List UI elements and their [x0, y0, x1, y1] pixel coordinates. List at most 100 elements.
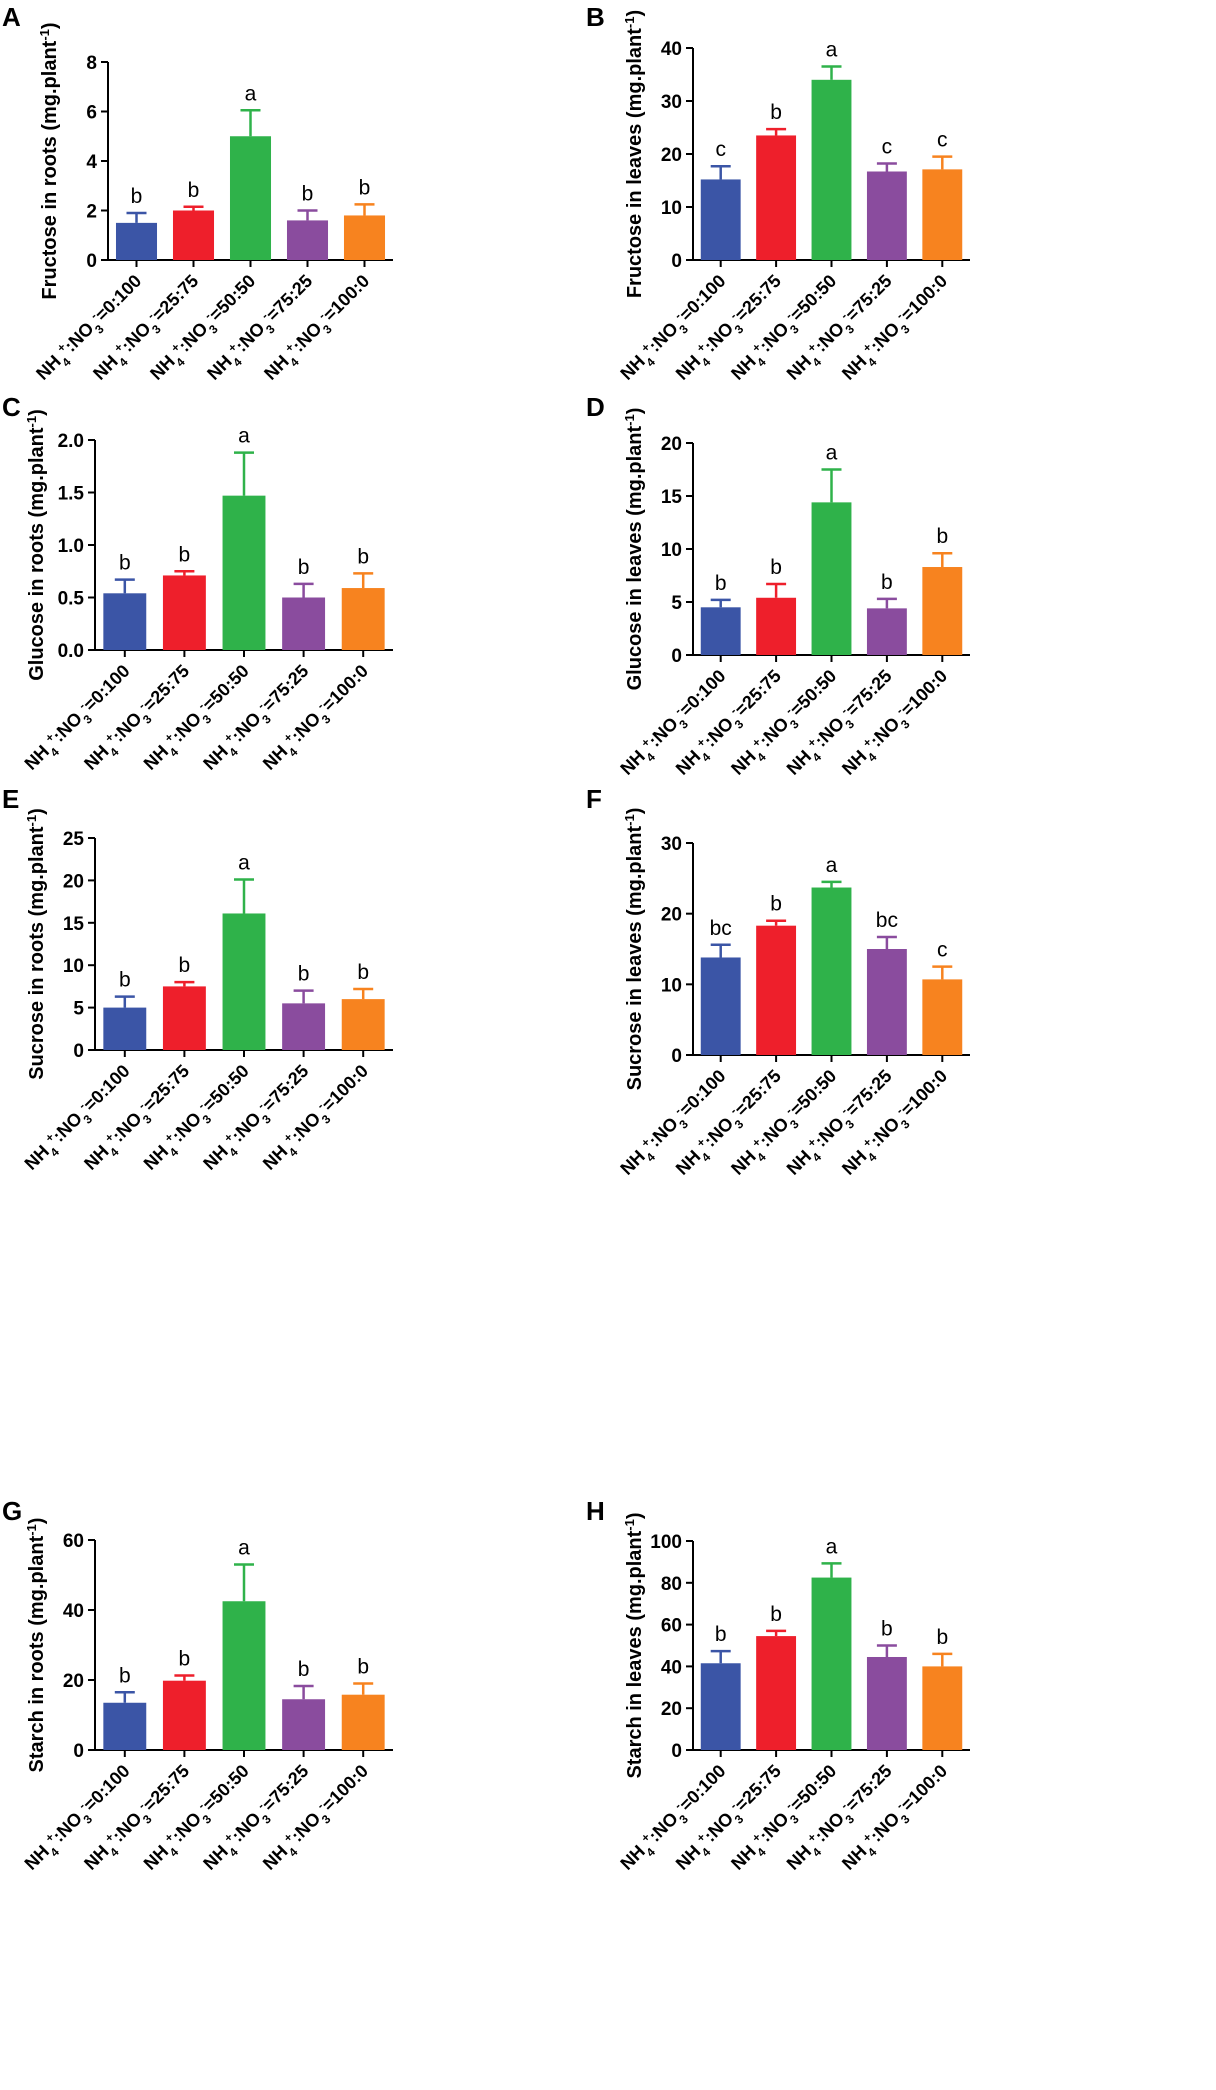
- bar: [866, 171, 907, 260]
- y-tick-label: 10: [661, 198, 682, 219]
- significance-letter: b: [770, 893, 782, 916]
- bar: [811, 502, 852, 655]
- bar: [922, 979, 963, 1055]
- bar: [162, 1680, 206, 1750]
- bar: [282, 1699, 326, 1750]
- x-category-label: NH4+:NO3-=100:0: [837, 269, 956, 388]
- y-tick-label: 30: [661, 92, 682, 113]
- y-tick-label: 2.0: [58, 431, 84, 452]
- y-tick-label: 8: [86, 53, 97, 74]
- significance-letter: b: [770, 556, 782, 579]
- panel-letter: A: [2, 2, 21, 32]
- significance-letter: b: [936, 525, 948, 548]
- bar: [922, 567, 963, 655]
- y-axis-label: Sucrose in leaves (mg.plant-1): [622, 808, 647, 1091]
- y-axis-label: Fructose in leaves (mg.plant-1): [622, 10, 647, 298]
- y-tick-label: 60: [661, 1616, 682, 1637]
- significance-letter: a: [238, 1537, 250, 1560]
- bar: [811, 79, 852, 260]
- significance-letter: b: [119, 552, 131, 575]
- significance-letter: b: [715, 1623, 727, 1646]
- bar: [866, 1656, 907, 1750]
- y-axis-label: Starch in roots (mg.plant-1): [24, 1518, 49, 1773]
- y-tick-label: 20: [661, 145, 682, 166]
- bar: [756, 1636, 797, 1750]
- y-tick-label: 5: [73, 999, 84, 1020]
- panel-letter: C: [2, 392, 21, 422]
- x-category-label: NH4+:NO3-=100:0: [258, 659, 377, 778]
- y-tick-label: 0: [671, 1741, 682, 1762]
- bar: [115, 222, 158, 260]
- bar: [103, 593, 147, 650]
- y-tick-label: 0: [73, 1041, 84, 1062]
- bar: [343, 215, 386, 260]
- bar: [286, 220, 329, 260]
- bar: [172, 210, 215, 260]
- y-tick-label: 20: [63, 1671, 84, 1692]
- y-tick-label: 0.5: [58, 589, 85, 610]
- panel-letter: E: [2, 784, 19, 814]
- significance-letter: b: [119, 1664, 131, 1687]
- y-axis-label: Starch in leaves (mg.plant-1): [622, 1512, 647, 1778]
- y-tick-label: 0: [73, 1741, 84, 1762]
- significance-letter: b: [770, 101, 782, 124]
- significance-letter: b: [357, 961, 369, 984]
- y-tick-label: 6: [86, 103, 97, 124]
- bar: [922, 169, 963, 260]
- bar: [222, 913, 266, 1050]
- y-tick-label: 40: [661, 39, 682, 60]
- y-tick-label: 15: [661, 487, 683, 508]
- bar: [222, 495, 266, 650]
- significance-letter: b: [119, 969, 131, 992]
- significance-letter: b: [359, 176, 371, 199]
- x-category-label: NH4+:NO3-=100:0: [837, 1759, 956, 1878]
- y-tick-label: 0: [671, 646, 682, 667]
- y-tick-label: 10: [661, 540, 682, 561]
- x-category-label: NH4+:NO3-=100:0: [258, 1059, 377, 1178]
- bar: [700, 179, 741, 260]
- y-tick-label: 80: [661, 1574, 682, 1595]
- y-tick-label: 20: [661, 434, 682, 455]
- y-tick-label: 40: [661, 1657, 682, 1678]
- significance-letter: a: [826, 39, 838, 62]
- y-tick-label: 10: [661, 975, 682, 996]
- chart-panel-d: D Glucose in leaves (mg.plant-1) 0 5 10 15 20 b…: [586, 392, 970, 779]
- panel-letter: F: [586, 784, 602, 814]
- x-category-label: NH4+:NO3-=100:0: [837, 1064, 956, 1183]
- y-tick-label: 40: [63, 1601, 84, 1622]
- bar: [700, 1663, 741, 1750]
- significance-letter: c: [937, 129, 948, 152]
- bar: [229, 136, 272, 260]
- chart-panel-a: A Fructose in roots (mg.plant-1) 0 2 4 6 8 b NH4…: [2, 2, 393, 384]
- bar: [700, 957, 741, 1055]
- y-tick-label: 100: [650, 1532, 682, 1553]
- significance-letter: c: [937, 939, 948, 962]
- bar: [811, 1577, 852, 1750]
- bar: [222, 1601, 266, 1750]
- significance-letter: b: [179, 954, 191, 977]
- bar: [162, 986, 206, 1050]
- y-tick-label: 60: [63, 1531, 84, 1552]
- significance-letter: a: [238, 425, 250, 448]
- significance-letter: b: [179, 1647, 191, 1670]
- y-tick-label: 5: [671, 593, 682, 614]
- significance-letter: b: [881, 571, 893, 594]
- y-tick-label: 30: [661, 834, 682, 855]
- y-tick-label: 0.0: [58, 641, 84, 662]
- y-axis-label: Fructose in roots (mg.plant-1): [37, 22, 62, 299]
- y-tick-label: 1.5: [58, 484, 85, 505]
- y-tick-label: 2: [86, 202, 97, 223]
- chart-panel-b: B Fructose in leaves (mg.plant-1) 0 10 20 30 4…: [586, 2, 970, 388]
- panel-letter: H: [586, 1496, 605, 1526]
- significance-letter: b: [715, 572, 727, 595]
- chart-panel-h: H Starch in leaves (mg.plant-1) 0 20 40 60 80 1…: [586, 1496, 970, 1878]
- significance-letter: bc: [710, 917, 732, 940]
- y-tick-label: 10: [63, 956, 84, 977]
- bar: [922, 1666, 963, 1750]
- significance-letter: b: [298, 556, 310, 579]
